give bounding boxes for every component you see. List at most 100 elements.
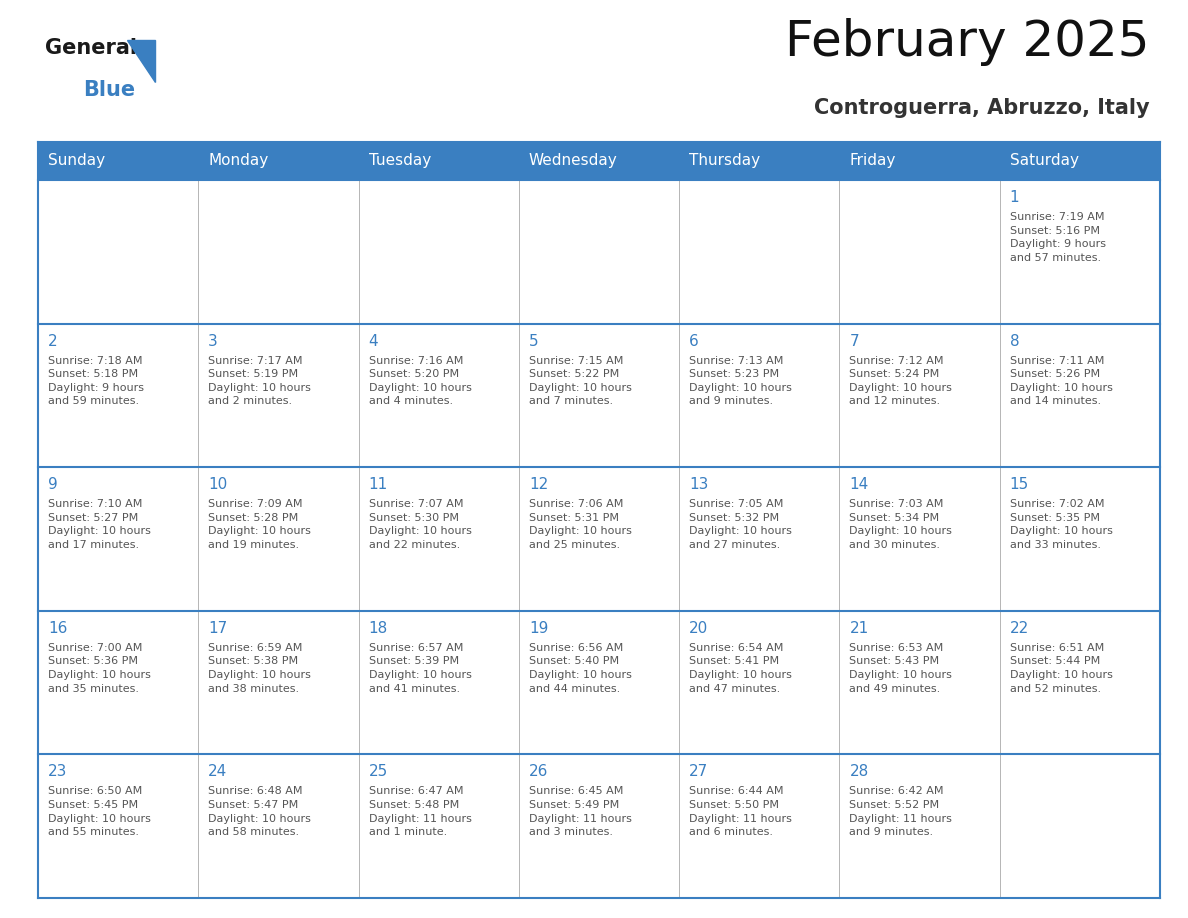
Text: Controguerra, Abruzzo, Italy: Controguerra, Abruzzo, Italy — [815, 98, 1150, 118]
Text: Sunrise: 6:54 AM
Sunset: 5:41 PM
Daylight: 10 hours
and 47 minutes.: Sunrise: 6:54 AM Sunset: 5:41 PM Dayligh… — [689, 643, 792, 694]
Text: Sunrise: 6:47 AM
Sunset: 5:48 PM
Daylight: 11 hours
and 1 minute.: Sunrise: 6:47 AM Sunset: 5:48 PM Dayligh… — [368, 787, 472, 837]
Bar — [359, 180, 519, 324]
Text: 2: 2 — [48, 333, 58, 349]
Text: 20: 20 — [689, 621, 708, 636]
Text: 16: 16 — [48, 621, 68, 636]
Text: Sunrise: 7:00 AM
Sunset: 5:36 PM
Daylight: 10 hours
and 35 minutes.: Sunrise: 7:00 AM Sunset: 5:36 PM Dayligh… — [48, 643, 151, 694]
Text: General: General — [45, 38, 137, 58]
Text: Sunrise: 6:57 AM
Sunset: 5:39 PM
Daylight: 10 hours
and 41 minutes.: Sunrise: 6:57 AM Sunset: 5:39 PM Dayligh… — [368, 643, 472, 694]
Text: 12: 12 — [529, 477, 548, 492]
Bar — [680, 467, 840, 610]
Bar — [519, 755, 680, 898]
Text: Sunrise: 6:42 AM
Sunset: 5:52 PM
Daylight: 11 hours
and 9 minutes.: Sunrise: 6:42 AM Sunset: 5:52 PM Dayligh… — [849, 787, 953, 837]
Text: 23: 23 — [48, 765, 68, 779]
Text: 24: 24 — [208, 765, 228, 779]
Bar — [1000, 180, 1159, 324]
Polygon shape — [127, 40, 154, 82]
Text: Sunrise: 7:06 AM
Sunset: 5:31 PM
Daylight: 10 hours
and 25 minutes.: Sunrise: 7:06 AM Sunset: 5:31 PM Dayligh… — [529, 499, 632, 550]
Text: Sunrise: 7:17 AM
Sunset: 5:19 PM
Daylight: 10 hours
and 2 minutes.: Sunrise: 7:17 AM Sunset: 5:19 PM Dayligh… — [208, 355, 311, 407]
Bar — [1000, 755, 1159, 898]
Text: 26: 26 — [529, 765, 548, 779]
Text: 6: 6 — [689, 333, 699, 349]
Text: Thursday: Thursday — [689, 153, 760, 169]
Bar — [680, 755, 840, 898]
Bar — [198, 180, 359, 324]
Bar — [680, 610, 840, 755]
Text: 3: 3 — [208, 333, 219, 349]
Bar — [359, 324, 519, 467]
Text: February 2025: February 2025 — [785, 18, 1150, 66]
Text: Monday: Monday — [208, 153, 268, 169]
Bar — [359, 755, 519, 898]
Text: Sunrise: 7:13 AM
Sunset: 5:23 PM
Daylight: 10 hours
and 9 minutes.: Sunrise: 7:13 AM Sunset: 5:23 PM Dayligh… — [689, 355, 792, 407]
Bar — [519, 180, 680, 324]
Bar — [359, 467, 519, 610]
Text: Sunrise: 7:02 AM
Sunset: 5:35 PM
Daylight: 10 hours
and 33 minutes.: Sunrise: 7:02 AM Sunset: 5:35 PM Dayligh… — [1010, 499, 1113, 550]
Bar — [519, 324, 680, 467]
Bar — [359, 142, 519, 180]
Text: Sunrise: 7:15 AM
Sunset: 5:22 PM
Daylight: 10 hours
and 7 minutes.: Sunrise: 7:15 AM Sunset: 5:22 PM Dayligh… — [529, 355, 632, 407]
Bar — [519, 610, 680, 755]
Text: 9: 9 — [48, 477, 58, 492]
Bar — [519, 142, 680, 180]
Text: Sunrise: 7:10 AM
Sunset: 5:27 PM
Daylight: 10 hours
and 17 minutes.: Sunrise: 7:10 AM Sunset: 5:27 PM Dayligh… — [48, 499, 151, 550]
Text: Saturday: Saturday — [1010, 153, 1079, 169]
Text: Sunrise: 6:50 AM
Sunset: 5:45 PM
Daylight: 10 hours
and 55 minutes.: Sunrise: 6:50 AM Sunset: 5:45 PM Dayligh… — [48, 787, 151, 837]
Text: Sunrise: 7:11 AM
Sunset: 5:26 PM
Daylight: 10 hours
and 14 minutes.: Sunrise: 7:11 AM Sunset: 5:26 PM Dayligh… — [1010, 355, 1113, 407]
Bar — [840, 142, 1000, 180]
Text: Sunrise: 6:44 AM
Sunset: 5:50 PM
Daylight: 11 hours
and 6 minutes.: Sunrise: 6:44 AM Sunset: 5:50 PM Dayligh… — [689, 787, 792, 837]
Text: Blue: Blue — [83, 80, 135, 100]
Text: 5: 5 — [529, 333, 538, 349]
Bar — [38, 755, 198, 898]
Text: Sunrise: 6:59 AM
Sunset: 5:38 PM
Daylight: 10 hours
and 38 minutes.: Sunrise: 6:59 AM Sunset: 5:38 PM Dayligh… — [208, 643, 311, 694]
Text: 28: 28 — [849, 765, 868, 779]
Bar — [198, 324, 359, 467]
Text: Sunrise: 6:56 AM
Sunset: 5:40 PM
Daylight: 10 hours
and 44 minutes.: Sunrise: 6:56 AM Sunset: 5:40 PM Dayligh… — [529, 643, 632, 694]
Text: 18: 18 — [368, 621, 387, 636]
Text: 19: 19 — [529, 621, 548, 636]
Text: Friday: Friday — [849, 153, 896, 169]
Text: 13: 13 — [689, 477, 708, 492]
Bar — [198, 142, 359, 180]
Text: 21: 21 — [849, 621, 868, 636]
Text: 25: 25 — [368, 765, 387, 779]
Text: Sunrise: 6:48 AM
Sunset: 5:47 PM
Daylight: 10 hours
and 58 minutes.: Sunrise: 6:48 AM Sunset: 5:47 PM Dayligh… — [208, 787, 311, 837]
Text: 27: 27 — [689, 765, 708, 779]
Text: 1: 1 — [1010, 190, 1019, 205]
Text: 7: 7 — [849, 333, 859, 349]
Text: 17: 17 — [208, 621, 228, 636]
Text: Sunrise: 7:03 AM
Sunset: 5:34 PM
Daylight: 10 hours
and 30 minutes.: Sunrise: 7:03 AM Sunset: 5:34 PM Dayligh… — [849, 499, 953, 550]
Bar — [1000, 142, 1159, 180]
Bar — [198, 610, 359, 755]
Text: 4: 4 — [368, 333, 378, 349]
Text: Sunrise: 7:09 AM
Sunset: 5:28 PM
Daylight: 10 hours
and 19 minutes.: Sunrise: 7:09 AM Sunset: 5:28 PM Dayligh… — [208, 499, 311, 550]
Bar — [840, 755, 1000, 898]
Bar — [840, 467, 1000, 610]
Bar — [359, 610, 519, 755]
Bar — [38, 467, 198, 610]
Bar — [680, 142, 840, 180]
Text: 8: 8 — [1010, 333, 1019, 349]
Text: 14: 14 — [849, 477, 868, 492]
Bar — [840, 610, 1000, 755]
Text: Sunrise: 7:07 AM
Sunset: 5:30 PM
Daylight: 10 hours
and 22 minutes.: Sunrise: 7:07 AM Sunset: 5:30 PM Dayligh… — [368, 499, 472, 550]
Bar — [38, 610, 198, 755]
Bar — [840, 180, 1000, 324]
Text: Sunrise: 7:12 AM
Sunset: 5:24 PM
Daylight: 10 hours
and 12 minutes.: Sunrise: 7:12 AM Sunset: 5:24 PM Dayligh… — [849, 355, 953, 407]
Bar — [680, 180, 840, 324]
Bar — [198, 467, 359, 610]
Bar — [198, 755, 359, 898]
Text: Tuesday: Tuesday — [368, 153, 431, 169]
Bar — [1000, 324, 1159, 467]
Bar — [1000, 467, 1159, 610]
Text: 22: 22 — [1010, 621, 1029, 636]
Bar — [840, 324, 1000, 467]
Text: Sunrise: 6:53 AM
Sunset: 5:43 PM
Daylight: 10 hours
and 49 minutes.: Sunrise: 6:53 AM Sunset: 5:43 PM Dayligh… — [849, 643, 953, 694]
Bar — [1000, 610, 1159, 755]
Text: Sunrise: 7:19 AM
Sunset: 5:16 PM
Daylight: 9 hours
and 57 minutes.: Sunrise: 7:19 AM Sunset: 5:16 PM Dayligh… — [1010, 212, 1106, 263]
Text: 15: 15 — [1010, 477, 1029, 492]
Text: Sunday: Sunday — [48, 153, 105, 169]
Bar — [38, 142, 198, 180]
Text: Wednesday: Wednesday — [529, 153, 618, 169]
Text: Sunrise: 7:18 AM
Sunset: 5:18 PM
Daylight: 9 hours
and 59 minutes.: Sunrise: 7:18 AM Sunset: 5:18 PM Dayligh… — [48, 355, 144, 407]
